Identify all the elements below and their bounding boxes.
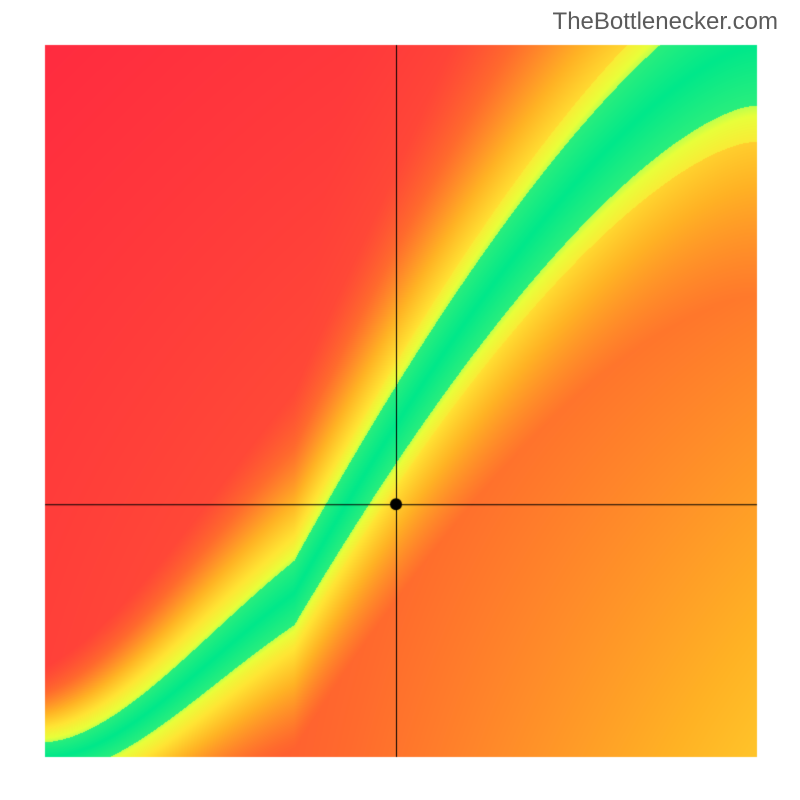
watermark-text: TheBottlenecker.com	[553, 8, 778, 36]
bottleneck-heatmap	[0, 0, 800, 800]
